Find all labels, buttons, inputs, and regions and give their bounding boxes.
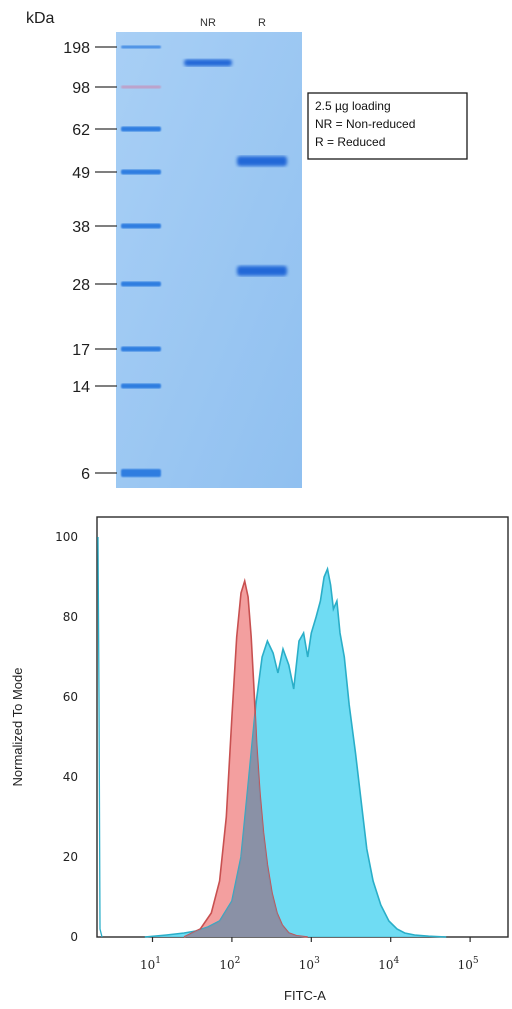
y-tick-label: 60 [63,690,78,704]
gel-figure: kDa 198 98 62 49 38 28 17 14 6 NR R 2.5 µg loading… [0,0,512,500]
marker-band [121,45,161,49]
legend-line-loading: 2.5 µg loading [315,99,391,113]
flow-svg: 0 20 40 60 80 100 101 102 103 104 105 FITC-A Normali… [10,516,509,1003]
y-tick-label: 100 [55,530,78,544]
marker-band [121,469,161,477]
marker-band [121,169,161,175]
histogram-fill [184,581,308,937]
gel-background [116,32,302,488]
mw-label: 62 [72,122,90,139]
x-tick-label: 103 [299,956,320,972]
mw-label: 17 [72,342,90,359]
x-tick-label: 105 [458,956,479,972]
protein-band [237,156,287,167]
marker-band [121,346,161,352]
gel-svg: kDa 198 98 62 49 38 28 17 14 6 NR R 2.5 µg loading… [26,10,468,488]
flow-histogram: 0 20 40 60 80 100 101 102 103 104 105 FITC-A Normali… [0,505,512,1004]
gel-legend-box: 2.5 µg loading NR = Non-reduced R = Redu… [307,92,468,160]
y-tick-label: 0 [70,930,78,944]
mw-label: 49 [72,165,90,182]
y-axis-title: Normalized To Mode [10,668,25,787]
mw-label: 38 [72,219,90,236]
marker-band [121,223,161,229]
mw-label: 14 [72,379,90,396]
gel-unit-label: kDa [26,10,55,27]
y-tick-label: 80 [63,610,78,624]
x-axis-title: FITC-A [284,988,326,1003]
mw-label: 198 [63,40,90,57]
lane-label: NR [200,17,216,29]
protein-band [184,59,232,67]
protein-band [237,265,287,276]
histogram-fill [144,569,447,937]
y-tick-label: 20 [63,850,78,864]
mw-label: 6 [81,466,90,483]
marker-band [121,383,161,389]
mw-label: 28 [72,277,90,294]
x-tick-label: 101 [140,956,161,972]
marker-band [121,126,161,132]
x-tick-label: 104 [378,956,399,972]
mw-label: 98 [72,80,90,97]
axis-spike [97,536,103,938]
x-tick-label: 102 [219,956,240,972]
marker-band [121,85,161,89]
lane-label: R [258,17,266,29]
marker-band [121,281,161,287]
legend-line-nr: NR = Non-reduced [315,117,415,131]
y-tick-label: 40 [63,770,78,784]
legend-line-r: R = Reduced [315,135,385,149]
histogram-overlap [184,712,308,937]
